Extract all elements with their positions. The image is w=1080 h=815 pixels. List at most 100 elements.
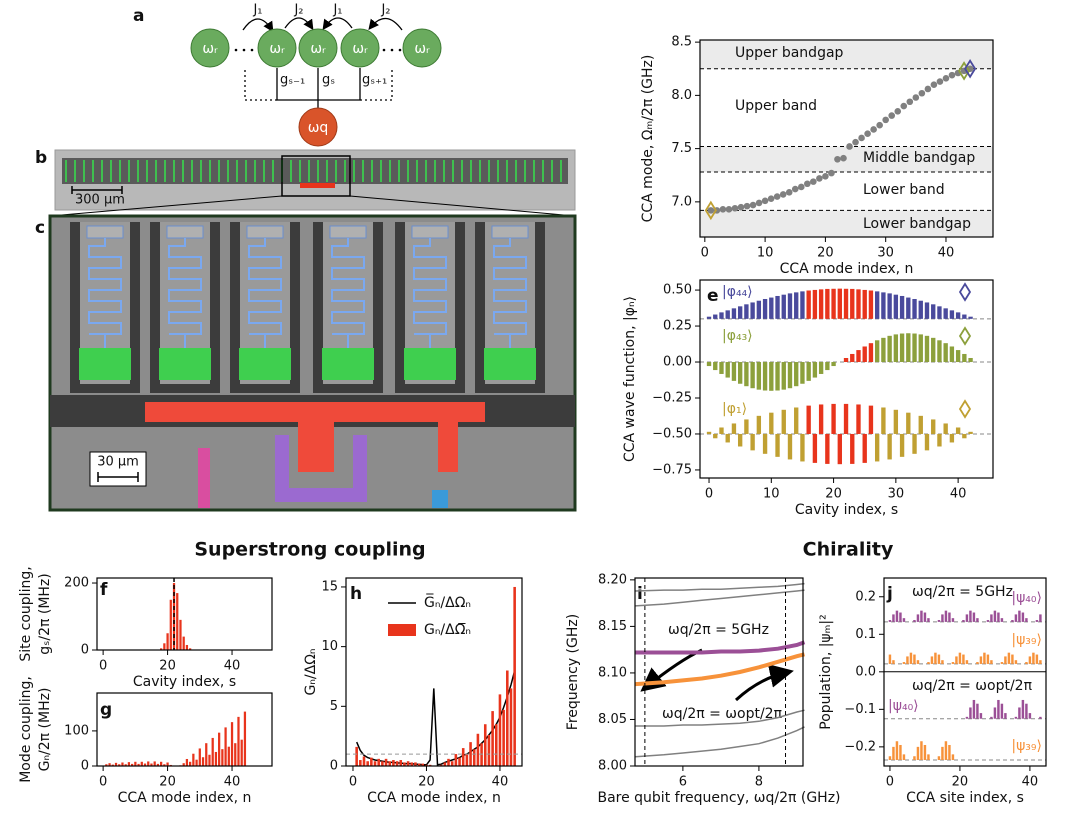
- point: [870, 126, 877, 133]
- bar: [163, 764, 166, 766]
- x-tick-label: 30: [888, 487, 905, 502]
- x-axis-label: CCA mode index, n: [367, 790, 501, 806]
- x-tick-label: 30: [877, 246, 894, 261]
- diamond-marker: [964, 59, 977, 79]
- bar: [806, 362, 811, 381]
- bar: [143, 763, 147, 766]
- bar: [781, 409, 786, 434]
- bar: [958, 652, 962, 664]
- chip-resonator: [542, 160, 544, 182]
- bar: [762, 433, 768, 454]
- bar: [916, 660, 920, 664]
- point: [912, 94, 920, 101]
- y-tick-label: 0: [330, 759, 338, 774]
- bar: [756, 300, 762, 319]
- bar: [769, 412, 774, 434]
- chip-resonator: [299, 160, 301, 182]
- chip-resonator: [434, 160, 436, 182]
- bar: [713, 433, 718, 439]
- bar: [447, 758, 450, 766]
- point: [936, 78, 944, 85]
- drive-line: [198, 448, 210, 508]
- bar: [965, 614, 969, 622]
- bar: [931, 419, 936, 434]
- bar: [794, 362, 799, 387]
- chip-resonator: [146, 160, 148, 182]
- node-label: ωᵣ: [269, 41, 285, 57]
- bar: [406, 761, 410, 766]
- resonator-cap: [246, 225, 284, 239]
- x-axis-label: CCA mode index, n: [780, 261, 914, 277]
- bar: [1028, 656, 1032, 664]
- bar: [1007, 652, 1011, 664]
- bar: [862, 433, 867, 463]
- bar: [899, 433, 905, 457]
- point: [948, 71, 956, 79]
- y-tick-label: −0.75: [652, 462, 692, 477]
- bar: [881, 407, 886, 434]
- bar: [744, 362, 749, 387]
- bar: [949, 310, 955, 319]
- point: [761, 197, 769, 205]
- line: [635, 640, 806, 655]
- bar: [1014, 716, 1018, 719]
- bar: [137, 763, 140, 766]
- bar: [986, 620, 990, 622]
- bar: [986, 654, 990, 664]
- bar: [976, 662, 979, 664]
- bar: [373, 761, 377, 766]
- bar: [185, 644, 189, 650]
- hopping-label: J₂: [293, 3, 303, 18]
- point: [797, 183, 805, 191]
- axes-frame: [699, 279, 994, 479]
- annotation: ωq/2π = 5GHz: [912, 584, 1013, 600]
- bar: [868, 343, 874, 363]
- scale-label: 300 μm: [75, 193, 125, 208]
- bar: [934, 652, 937, 664]
- bar: [924, 433, 930, 451]
- resonator-cap: [329, 225, 367, 239]
- bar: [725, 362, 730, 378]
- bar: [997, 612, 1000, 622]
- resonator-node: [298, 28, 338, 68]
- bar: [909, 652, 913, 664]
- bar: [124, 764, 127, 766]
- bar: [955, 312, 961, 319]
- bar: [906, 656, 909, 664]
- bar: [806, 290, 811, 319]
- y-tick-label: 7.5: [671, 141, 692, 156]
- resonator-node: [402, 28, 442, 68]
- point: [804, 180, 811, 188]
- bar: [990, 660, 993, 664]
- x-tick-label: 40: [1022, 775, 1039, 790]
- bar: [943, 308, 948, 319]
- bar: [469, 742, 472, 766]
- line: [635, 726, 805, 758]
- y-tick-label: 0: [81, 759, 89, 774]
- chip-resonator: [533, 160, 535, 182]
- bar: [874, 340, 880, 363]
- point: [822, 173, 829, 180]
- bar: [868, 405, 874, 434]
- y-tick-label: 5: [330, 699, 338, 714]
- bar: [972, 612, 976, 622]
- bar: [965, 660, 969, 664]
- bar: [706, 431, 712, 434]
- bar: [1035, 654, 1039, 664]
- bar: [968, 357, 973, 363]
- chip-resonator: [470, 160, 472, 182]
- y-tick-label: 0: [81, 643, 89, 658]
- bar: [410, 762, 414, 766]
- bar: [359, 760, 362, 766]
- point: [900, 102, 908, 110]
- chip-resonator: [425, 160, 427, 182]
- y-axis-label: Gₙ/2π (MHz): [37, 688, 53, 772]
- b-scale-bar: [71, 186, 123, 194]
- bar: [825, 288, 830, 319]
- y-tick-label: −0.1: [844, 702, 876, 717]
- bar: [756, 362, 762, 390]
- bar: [918, 300, 923, 319]
- scale-label: 30 μm: [97, 455, 139, 470]
- diamond-marker: [958, 282, 972, 302]
- bar: [179, 619, 182, 650]
